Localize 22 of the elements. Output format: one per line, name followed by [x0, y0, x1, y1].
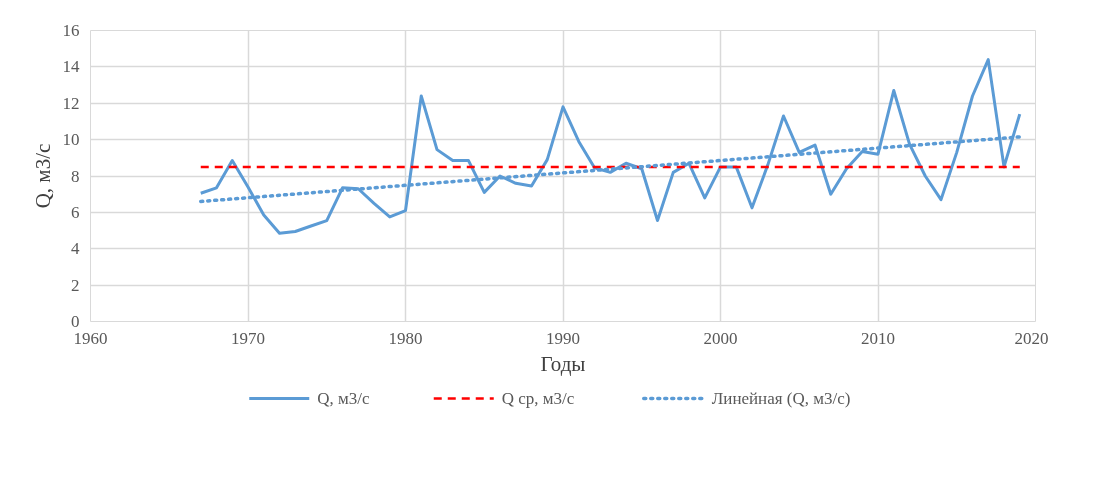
- y-tick-label: 0: [71, 312, 80, 331]
- y-axis-title: Q, м3/с: [30, 143, 55, 209]
- line-series: [199, 58, 1022, 235]
- y-tick-label: 4: [71, 239, 80, 259]
- x-axis-title: Годы: [540, 351, 586, 376]
- x-tick-label: 2010: [861, 328, 895, 348]
- legend-label: Q, м3/с: [317, 389, 371, 408]
- x-tick-label: 1980: [388, 328, 423, 348]
- y-tick-label: 14: [62, 57, 80, 77]
- x-tick-label: 1960: [73, 328, 108, 348]
- legend-label: Линейная (Q, м3/с): [711, 389, 851, 408]
- y-tick-label: 12: [62, 93, 80, 113]
- y-tick-label: 2: [71, 275, 80, 295]
- y-tick-label: 6: [71, 202, 80, 222]
- legend-label: Q ср, м3/с: [501, 389, 575, 408]
- y-tick-label: 16: [62, 21, 80, 40]
- x-tick-label: 2000: [703, 328, 738, 348]
- y-tick-label: 8: [71, 166, 80, 186]
- y-tick-label: 10: [62, 130, 80, 150]
- x-tick-label: 1990: [546, 328, 580, 348]
- x-tick-label: 2020: [1014, 328, 1049, 348]
- x-tick-label: 1970: [231, 328, 265, 348]
